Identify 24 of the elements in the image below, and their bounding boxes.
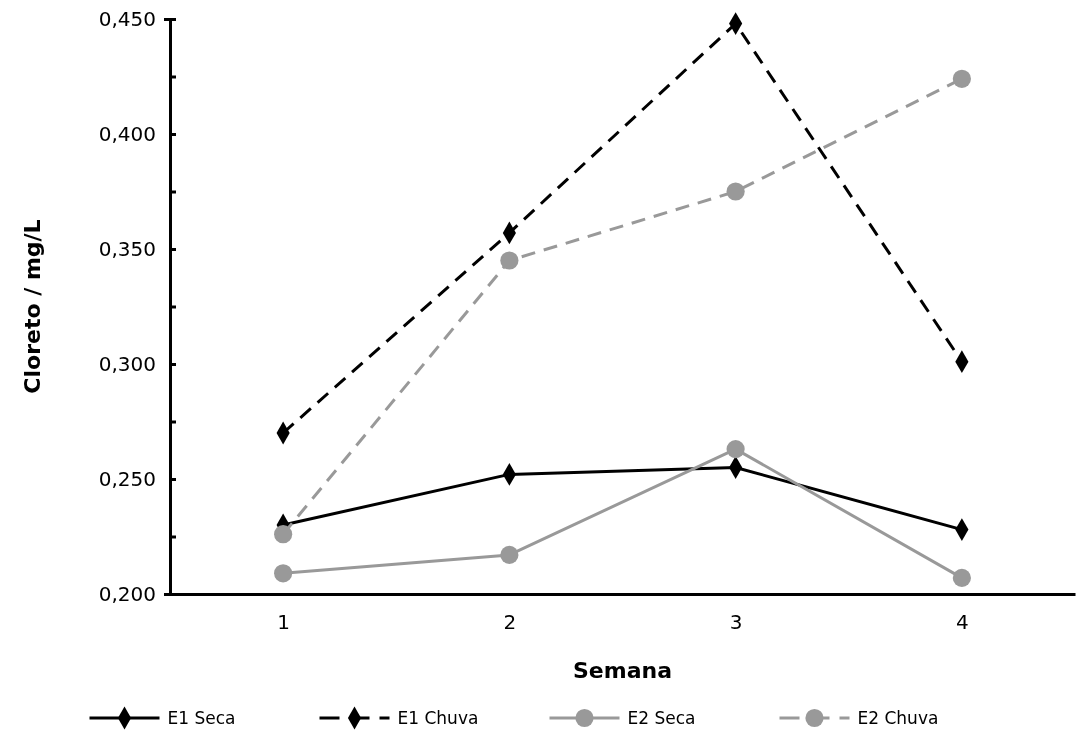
y-axis-title: Cloreto / mg/L bbox=[20, 219, 45, 394]
legend-label: E1 Chuva bbox=[397, 708, 479, 728]
point bbox=[274, 564, 293, 583]
legend-label: E1 Seca bbox=[167, 708, 236, 728]
y-tick-label: 0,350 bbox=[98, 236, 156, 261]
legend-label: E2 Chuva bbox=[857, 708, 939, 728]
point bbox=[726, 182, 745, 201]
y-tick-label: 0,400 bbox=[98, 121, 156, 146]
y-tick-label: 0,250 bbox=[98, 466, 156, 491]
y-tick-label: 0,450 bbox=[98, 6, 156, 31]
point bbox=[274, 525, 293, 544]
point bbox=[952, 69, 971, 88]
x-tick-label: 3 bbox=[729, 610, 743, 634]
legend-label: E2 Seca bbox=[627, 708, 696, 728]
point bbox=[726, 440, 745, 459]
x-tick-label: 4 bbox=[956, 610, 969, 634]
point bbox=[500, 251, 519, 270]
x-tick-label: 1 bbox=[277, 610, 290, 634]
y-tick-label: 0,200 bbox=[98, 581, 156, 606]
x-tick-label: 2 bbox=[503, 610, 517, 634]
point bbox=[952, 568, 971, 587]
y-tick-label: 0,300 bbox=[98, 351, 156, 376]
x-axis-title: Semana bbox=[572, 658, 673, 683]
point bbox=[500, 545, 519, 564]
